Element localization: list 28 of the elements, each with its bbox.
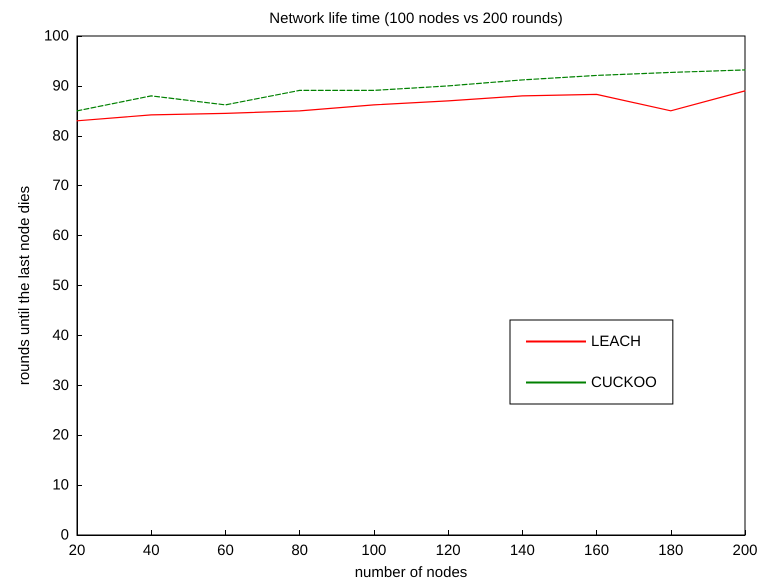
y-tick-label: 70 xyxy=(52,177,69,194)
chart-title: Network life time (100 nodes vs 200 rounds) xyxy=(269,10,563,27)
legend-label: LEACH xyxy=(591,333,642,350)
y-tick-label: 40 xyxy=(52,326,69,344)
y-tick-label: 80 xyxy=(52,127,69,144)
x-tick-label: 180 xyxy=(658,542,684,559)
y-tick-label: 60 xyxy=(52,227,69,244)
y-tick-label: 30 xyxy=(52,376,69,394)
x-tick-label: 140 xyxy=(510,542,535,559)
legend-label: CUCKOO xyxy=(591,374,657,391)
x-tick-label: 60 xyxy=(217,542,234,559)
x-tick-label: 120 xyxy=(436,542,461,559)
y-tick-label: 90 xyxy=(52,77,69,94)
x-tick-label: 40 xyxy=(142,542,160,559)
y-tick-label: 0 xyxy=(60,526,69,544)
y-tick-label: 10 xyxy=(52,476,69,494)
x-tick-label: 200 xyxy=(732,542,758,559)
x-tick-label: 80 xyxy=(291,542,308,559)
x-tick-label: 160 xyxy=(584,542,610,559)
y-tick-label: 20 xyxy=(52,426,69,444)
y-axis-title: rounds until the last node dies xyxy=(16,186,33,386)
line-series xyxy=(76,90,746,122)
x-tick-label: 20 xyxy=(68,542,86,559)
line-series xyxy=(76,69,746,112)
y-tick-label: 50 xyxy=(52,277,69,294)
y-tick-label: 100 xyxy=(44,28,69,44)
x-axis-title: number of nodes xyxy=(354,564,468,581)
x-tick-label: 100 xyxy=(361,542,386,559)
